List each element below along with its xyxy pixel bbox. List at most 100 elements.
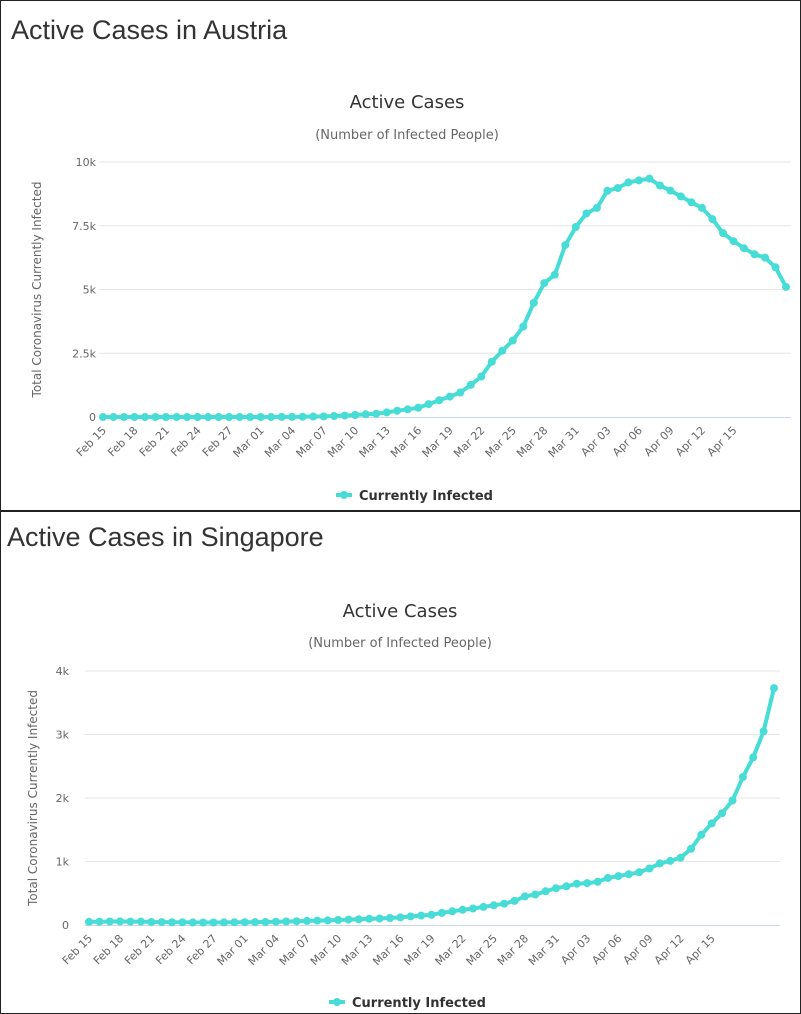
data-point xyxy=(414,403,423,412)
data-point xyxy=(487,357,496,366)
x-tick-label: Apr 03 xyxy=(578,424,613,459)
x-tick-label: Feb 18 xyxy=(91,932,126,967)
x-tick-label: Mar 22 xyxy=(451,424,487,460)
data-point xyxy=(761,253,769,262)
y-tick-label: 1k xyxy=(56,856,70,869)
x-tick-label: Mar 25 xyxy=(464,932,500,968)
data-point xyxy=(655,181,664,190)
data-point xyxy=(230,918,239,927)
data-point xyxy=(782,282,790,291)
data-point xyxy=(424,400,433,409)
data-point xyxy=(770,684,778,693)
x-tick-label: Mar 16 xyxy=(388,424,424,460)
x-tick-label: Mar 04 xyxy=(246,932,282,968)
data-point xyxy=(99,413,107,421)
data-point xyxy=(552,884,560,893)
x-tick-label: Apr 09 xyxy=(621,932,656,967)
data-point xyxy=(382,408,391,417)
data-point xyxy=(687,198,696,207)
y-axis-title: Total Coronavirus Currently Infected xyxy=(26,690,40,907)
legend-marker xyxy=(340,491,348,499)
x-tick-label: Mar 19 xyxy=(401,932,437,968)
data-point xyxy=(403,405,412,414)
y-tick-label: 7.5k xyxy=(72,220,96,233)
data-point xyxy=(361,410,370,419)
data-point xyxy=(613,184,622,192)
data-point xyxy=(469,904,477,913)
legend: Currently Infected xyxy=(336,489,493,504)
y-tick-label: 2k xyxy=(56,792,70,805)
data-point xyxy=(116,917,125,926)
data-point xyxy=(219,918,228,927)
y-tick-label: 4k xyxy=(56,665,70,678)
austria-panel: Active Cases in Austria Active Cases (Num… xyxy=(0,0,801,511)
data-point xyxy=(540,279,549,288)
data-point xyxy=(109,413,118,421)
data-point xyxy=(729,237,738,246)
singapore-panel: Active Cases in Singapore Active Cases (N… xyxy=(0,511,801,1014)
data-point xyxy=(529,298,538,307)
y-tick-label: 5k xyxy=(83,284,97,297)
x-tick-label: Feb 27 xyxy=(200,424,235,459)
data-point xyxy=(614,872,623,881)
data-point xyxy=(666,186,675,195)
data-point xyxy=(624,178,633,187)
data-point xyxy=(375,914,384,923)
data-point xyxy=(141,413,149,421)
data-point xyxy=(541,887,550,896)
data-point xyxy=(458,905,467,914)
data-point xyxy=(519,322,528,331)
data-point xyxy=(417,911,426,920)
series-line xyxy=(101,176,788,419)
data-point xyxy=(520,892,529,901)
data-point xyxy=(340,411,349,420)
data-point xyxy=(372,409,381,418)
data-point xyxy=(292,917,301,926)
legend-label: Currently Infected xyxy=(352,996,486,1011)
data-point xyxy=(738,773,747,781)
x-tick-label: Feb 21 xyxy=(137,424,172,459)
x-tick-label: Feb 24 xyxy=(168,424,203,459)
x-tick-label: Apr 12 xyxy=(652,932,687,967)
data-point xyxy=(750,250,759,259)
x-tick-label: Apr 15 xyxy=(705,424,740,459)
x-tick-label: Mar 28 xyxy=(514,424,550,460)
data-point xyxy=(136,917,145,926)
x-tick-label: Feb 24 xyxy=(153,932,188,967)
series-line xyxy=(87,686,776,925)
data-point xyxy=(267,413,276,421)
chart-title: Active Cases xyxy=(343,601,458,622)
data-point xyxy=(85,917,93,926)
x-tick-label: Mar 01 xyxy=(230,424,266,460)
x-tick-label: Feb 21 xyxy=(122,932,157,967)
data-point xyxy=(666,856,675,865)
data-point xyxy=(126,917,135,926)
data-point xyxy=(435,396,444,405)
x-tick-label: Apr 03 xyxy=(558,932,593,967)
data-point xyxy=(277,412,286,421)
data-point xyxy=(592,203,601,212)
data-point xyxy=(105,917,114,926)
data-point xyxy=(157,918,166,927)
data-point xyxy=(393,406,402,415)
x-tick-label: Mar 04 xyxy=(262,424,298,460)
data-point xyxy=(427,910,436,919)
data-point xyxy=(214,413,223,421)
x-tick-label: Feb 18 xyxy=(105,424,140,459)
data-point xyxy=(445,392,454,401)
x-tick-label: Apr 09 xyxy=(642,424,677,459)
data-point xyxy=(351,411,360,419)
data-point xyxy=(477,372,486,381)
data-point xyxy=(246,413,255,421)
data-point xyxy=(147,918,156,926)
y-tick-label: 2.5k xyxy=(72,347,96,360)
data-point xyxy=(697,203,706,212)
data-point xyxy=(697,830,706,839)
data-point xyxy=(298,412,307,421)
panel-title: Active Cases in Austria xyxy=(11,15,288,45)
data-point xyxy=(500,899,509,908)
data-point xyxy=(344,915,353,924)
data-point xyxy=(634,176,643,185)
data-point xyxy=(687,844,695,853)
data-point xyxy=(313,916,322,925)
